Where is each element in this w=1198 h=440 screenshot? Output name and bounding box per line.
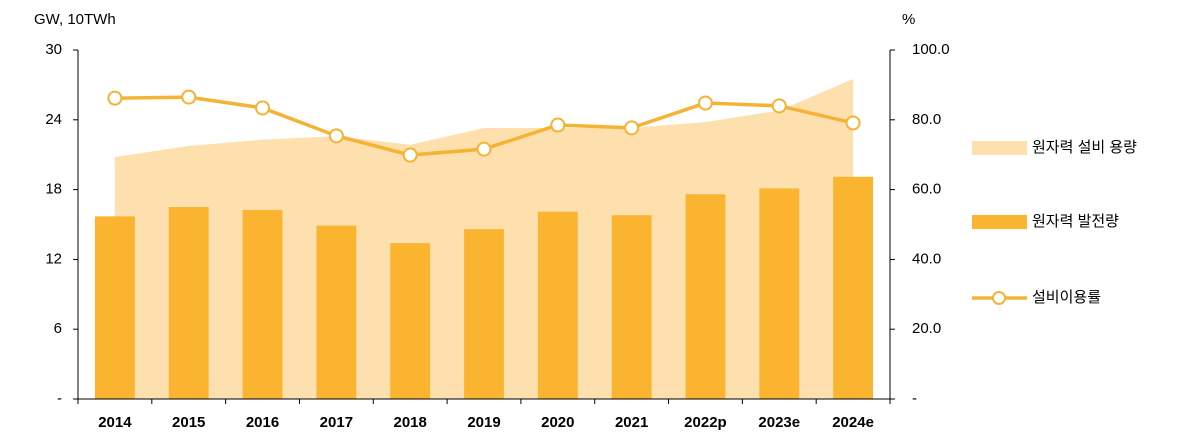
marker: [771, 98, 787, 114]
x-tick-label: 2024e: [832, 414, 874, 431]
bar: [168, 207, 209, 399]
x-tick-label: 2016: [246, 414, 279, 431]
legend-label: 원자력 설비 용량: [1032, 139, 1137, 156]
marker: [697, 95, 713, 111]
marker: [845, 115, 861, 131]
bar: [94, 216, 135, 399]
marker: [107, 90, 123, 106]
y-tick-label: 30: [45, 41, 62, 58]
x-tick-label: 2017: [320, 414, 353, 431]
bar: [316, 225, 357, 399]
y-tick-label: 24: [45, 111, 62, 128]
x-tick-label: 2023e: [758, 414, 800, 431]
y2-tick-label: 60.0: [912, 181, 941, 198]
legend-label: 설비이용률: [1032, 289, 1101, 306]
x-tick-label: 2015: [172, 414, 205, 431]
y-tick-label: -: [57, 390, 62, 407]
marker: [624, 120, 640, 136]
x-tick-label: 2014: [98, 414, 132, 431]
bar: [685, 194, 726, 399]
marker: [402, 147, 418, 163]
bar: [611, 215, 652, 399]
y2-tick-label: 40.0: [912, 250, 941, 267]
marker: [476, 141, 492, 157]
legend-swatch: [972, 141, 1027, 155]
y2-tick-label: 80.0: [912, 111, 941, 128]
bar: [464, 229, 504, 399]
legend-marker: [992, 291, 1006, 305]
y2-tick-label: 20.0: [912, 320, 941, 337]
y2-tick-label: -: [912, 390, 917, 407]
bar: [390, 243, 431, 399]
x-tick-label: 2021: [615, 414, 648, 431]
marker: [328, 128, 344, 144]
legend-swatch: [972, 215, 1027, 229]
y-tick-label: 18: [45, 181, 62, 198]
y2-axis-title: %: [902, 11, 915, 28]
marker: [255, 100, 271, 116]
y-axis-title: GW, 10TWh: [34, 11, 116, 28]
legend-label: 원자력 발전량: [1032, 213, 1119, 230]
x-tick-label: 2019: [467, 414, 500, 431]
y-tick-label: 6: [54, 320, 62, 337]
bar: [759, 188, 800, 399]
bar: [833, 176, 874, 399]
marker: [550, 117, 566, 133]
bar: [537, 211, 578, 399]
y-tick-label: 12: [45, 250, 62, 267]
bar: [242, 209, 283, 399]
marker: [181, 89, 197, 105]
x-tick-label: 2018: [393, 414, 426, 431]
x-tick-label: 2022p: [684, 414, 727, 431]
x-tick-label: 2020: [541, 414, 574, 431]
y2-tick-label: 100.0: [912, 41, 950, 58]
